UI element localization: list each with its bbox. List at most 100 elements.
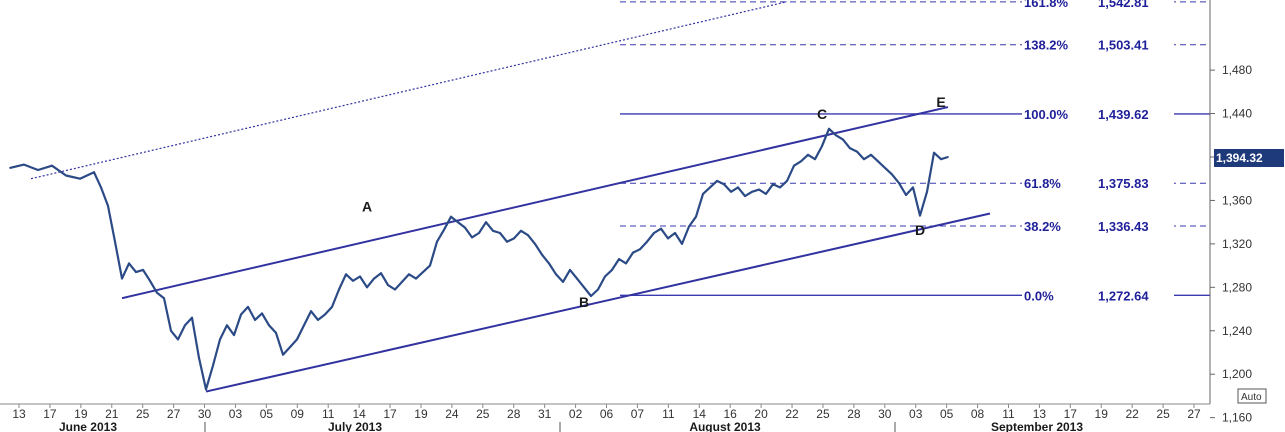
auto-button-label: Auto: [1241, 392, 1262, 403]
price-point-81: [618, 258, 620, 260]
price-point-65: [506, 240, 508, 243]
price-point-123: [912, 186, 914, 189]
price-point-5: [79, 177, 81, 180]
price-point-28: [247, 305, 249, 308]
price-point-50: [401, 280, 403, 283]
x-tick-label-0: 13: [12, 407, 26, 421]
price-point-107: [800, 160, 802, 163]
x-tick-label-31: 08: [971, 407, 985, 421]
trendline-0: [121, 106, 949, 300]
price-point-12: [135, 271, 137, 274]
price-point-11: [128, 262, 130, 265]
price-point-38: [317, 319, 319, 321]
x-tick-label-36: 22: [1125, 407, 1139, 421]
y-tick-label-0: 1,160: [1222, 411, 1252, 425]
price-point-103: [772, 183, 774, 186]
price-point-57: [450, 215, 452, 218]
price-point-95: [716, 179, 718, 182]
x-tick-label-23: 16: [724, 407, 738, 421]
price-point-3: [51, 164, 53, 167]
y-tick-label-1: 1,200: [1222, 367, 1252, 381]
price-point-99: [744, 195, 746, 197]
x-tick-label-2: 19: [74, 407, 88, 421]
price-point-44: [359, 275, 361, 278]
price-point-60: [471, 236, 473, 239]
price-point-108: [807, 153, 809, 156]
x-tick-label-6: 30: [198, 407, 212, 421]
x-tick-label-7: 03: [229, 407, 243, 421]
price-point-91: [688, 225, 690, 228]
x-tick-label-9: 09: [291, 407, 305, 421]
fib-level-value-5: 1,272.64: [1098, 288, 1149, 303]
price-point-47: [380, 272, 382, 275]
x-tick-label-14: 24: [445, 407, 459, 421]
price-point-68: [527, 234, 529, 237]
price-point-29: [254, 319, 256, 321]
price-point-39: [324, 313, 326, 316]
x-tick-label-10: 11: [322, 407, 335, 421]
x-tick-label-27: 28: [847, 407, 861, 421]
x-tick-label-1: 17: [43, 407, 57, 421]
price-point-92: [695, 215, 697, 218]
price-point-30: [261, 312, 263, 315]
price-point-54: [429, 264, 431, 267]
price-point-45: [366, 286, 368, 289]
month-label-2: August 2013: [689, 420, 761, 432]
price-point-75: [576, 277, 578, 280]
wave-label-c: C: [817, 106, 827, 122]
price-point-88: [667, 237, 669, 240]
fib-level-percent-4: 38.2%: [1024, 219, 1061, 234]
price-point-61: [478, 232, 480, 234]
month-label-1: July 2013: [328, 420, 382, 432]
price-point-1: [23, 163, 25, 166]
x-tick-label-15: 25: [476, 407, 490, 421]
x-tick-label-19: 06: [600, 407, 614, 421]
price-point-112: [835, 134, 837, 137]
price-point-49: [394, 288, 396, 291]
price-point-31: [268, 324, 270, 327]
price-point-125: [926, 190, 928, 193]
x-tick-label-4: 25: [136, 407, 150, 421]
y-axis: 1,1601,2001,2401,2801,3201,3601,4001,440…: [1209, 0, 1252, 425]
price-point-24: [219, 338, 221, 341]
price-point-113: [842, 138, 844, 141]
auto-button-frame: [1237, 388, 1267, 404]
price-point-104: [779, 186, 781, 189]
price-point-84: [639, 248, 641, 251]
price-point-76: [583, 286, 585, 289]
fib-level-value-0: 1,542.81: [1098, 0, 1149, 10]
fib-level-value-2: 1,439.62: [1098, 107, 1149, 122]
price-point-13: [142, 269, 144, 271]
x-tick-label-35: 19: [1095, 407, 1109, 421]
price-point-94: [709, 186, 711, 189]
price-point-83: [632, 251, 634, 254]
fib-label-bg-4: [1022, 218, 1174, 235]
price-point-73: [562, 280, 564, 283]
price-point-55: [436, 240, 438, 243]
price-point-9: [114, 240, 116, 243]
wave-label-a: A: [362, 198, 372, 214]
price-point-127: [940, 158, 942, 161]
price-point-34: [289, 346, 291, 348]
price-point-126: [933, 151, 935, 154]
fib-label-bg-0: [1022, 0, 1174, 10]
price-point-122: [905, 194, 907, 196]
price-point-82: [625, 262, 627, 265]
x-tick-label-37: 25: [1156, 407, 1170, 421]
price-point-105: [786, 179, 788, 182]
price-point-8: [107, 204, 109, 207]
x-tick-label-29: 03: [909, 407, 923, 421]
price-point-97: [730, 190, 732, 193]
fib-label-bg-5: [1022, 287, 1174, 304]
wave-label-b: B: [579, 294, 589, 310]
price-point-71: [548, 262, 550, 265]
auto-button[interactable]: Auto: [1237, 388, 1267, 404]
last-price-label: 1,394.32: [1216, 151, 1263, 165]
price-point-79: [604, 275, 606, 278]
price-point-18: [177, 338, 179, 341]
price-point-111: [828, 127, 830, 130]
price-line: [9, 127, 949, 391]
price-point-43: [352, 279, 354, 282]
fib-level-percent-0: 161.8%: [1024, 0, 1069, 10]
x-axis: 13 17 19 21 25 27 30 03 05 09 11 14 17 19 24 25 28 31 02 06…: [0, 403, 1210, 432]
